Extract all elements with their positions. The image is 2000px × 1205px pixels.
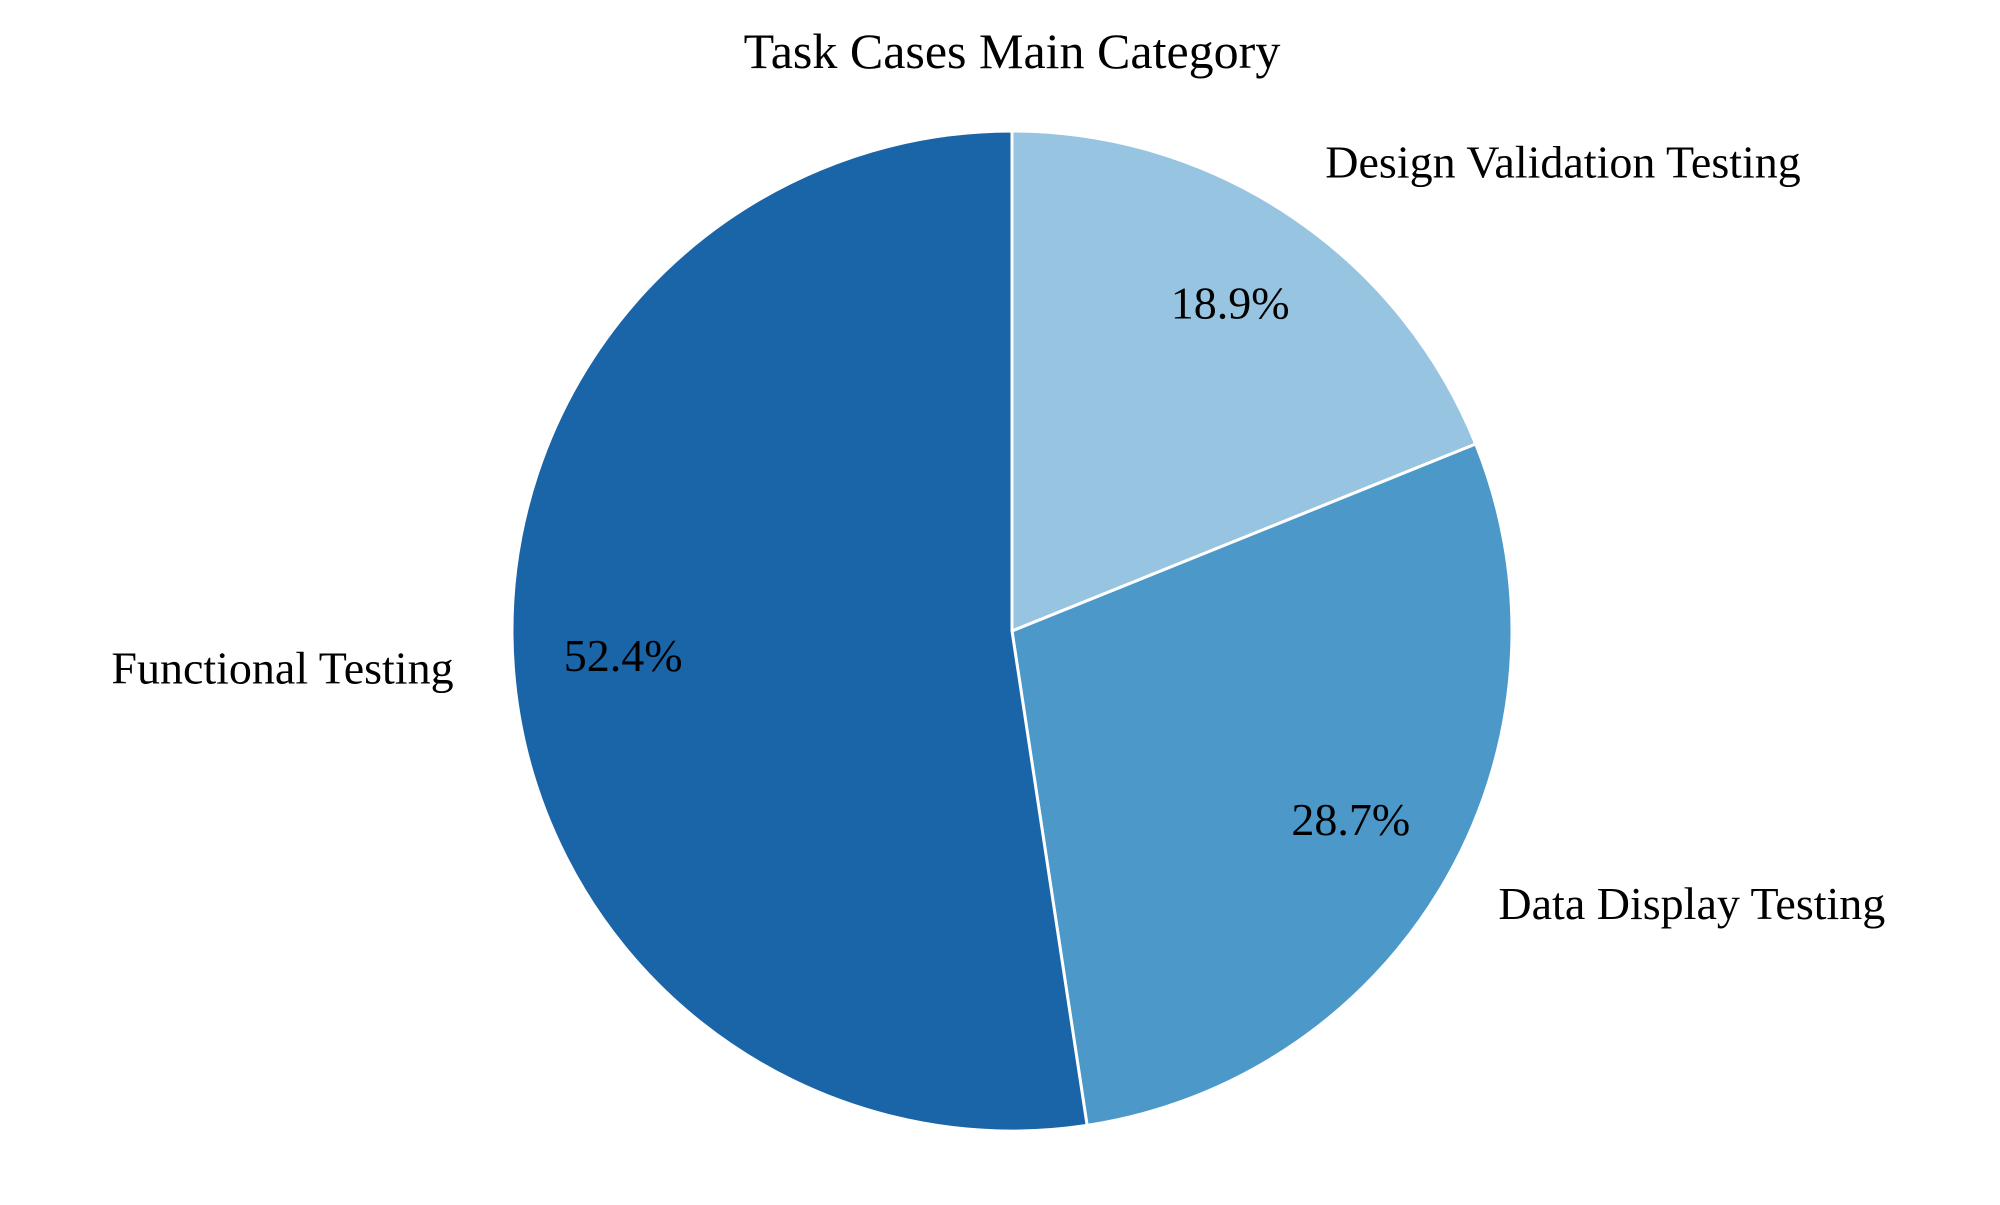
- pie-slices: [510, 129, 1514, 1133]
- slice-percent-functional-testing: 52.4%: [564, 630, 683, 681]
- pie-slice-design-validation-testing: [1010, 129, 1478, 633]
- chart-title: Task Cases Main Category: [744, 23, 1281, 79]
- slice-percent-design-validation-testing: 18.9%: [1171, 277, 1290, 328]
- slice-label-functional-testing: Functional Testing: [111, 643, 453, 694]
- slice-percent-data-display-testing: 28.7%: [1291, 794, 1410, 845]
- slice-label-design-validation-testing: Design Validation Testing: [1325, 136, 1801, 187]
- pie-slice-functional-testing: [510, 129, 1089, 1133]
- pie-slice-data-display-testing: [1010, 442, 1514, 1127]
- pie-labels: Design Validation Testing 18.9% Data Displ…: [111, 136, 1885, 929]
- slice-label-data-display-testing: Data Display Testing: [1498, 878, 1885, 929]
